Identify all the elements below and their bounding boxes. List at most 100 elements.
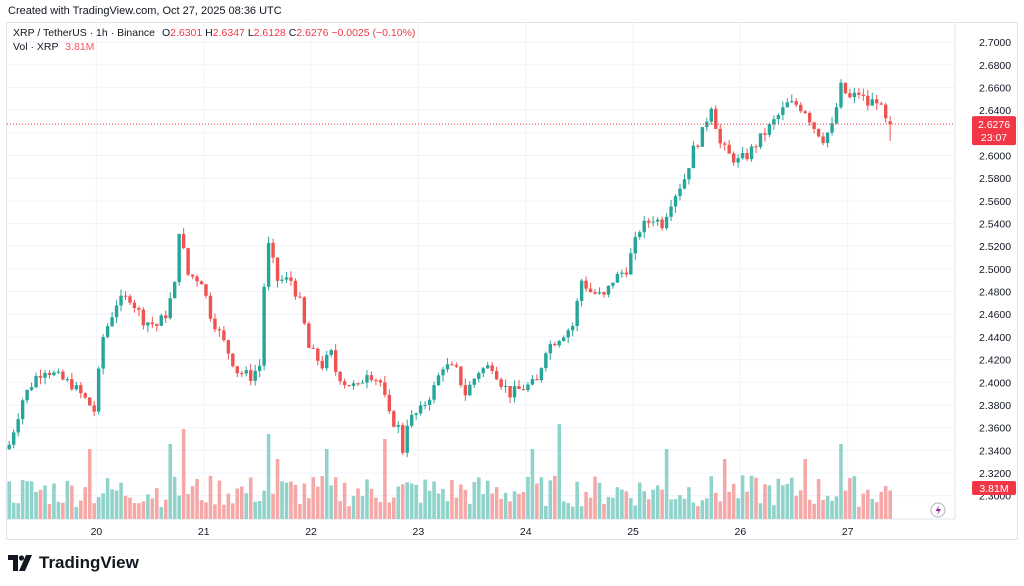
- volume-bar: [566, 503, 570, 519]
- candle-body: [177, 233, 181, 283]
- candle-body: [141, 309, 146, 326]
- candle-body: [396, 425, 400, 427]
- candle-body: [508, 385, 512, 398]
- volume-bar: [132, 503, 137, 519]
- candle-body: [740, 152, 745, 159]
- volume-bar: [772, 505, 776, 519]
- volume-bar: [722, 459, 727, 519]
- candle-body: [785, 102, 790, 108]
- candle-body: [700, 127, 705, 147]
- volume-bar: [535, 483, 539, 519]
- volume-bar: [320, 476, 325, 519]
- volume-bar: [168, 444, 173, 519]
- volume-bar: [718, 501, 723, 519]
- candle-body: [799, 104, 803, 112]
- candle-body: [231, 353, 235, 367]
- volume-bar: [476, 477, 481, 519]
- volume-bar: [803, 459, 807, 519]
- chart-caption: Created with TradingView.com, Oct 27, 20…: [8, 5, 282, 17]
- candle-body: [772, 119, 776, 125]
- candle-body: [88, 397, 92, 406]
- candle-body: [557, 340, 561, 346]
- candle-body: [155, 324, 159, 326]
- candle-body: [114, 305, 119, 318]
- y-tick-label: 2.4600: [979, 309, 1011, 321]
- candle-body: [472, 378, 476, 385]
- legend-close-value: 2.6276: [296, 27, 329, 39]
- volume-bar: [423, 479, 427, 519]
- volume-bar: [172, 476, 177, 519]
- volume-bar: [713, 492, 718, 519]
- volume-bar: [584, 491, 588, 519]
- volume-bar: [235, 488, 240, 519]
- y-tick-label: 2.5000: [979, 264, 1011, 276]
- volume-bar: [758, 503, 763, 519]
- volume-bar: [217, 480, 222, 519]
- volume-bar: [830, 500, 834, 519]
- volume-bar: [239, 486, 244, 519]
- candle-body: [562, 337, 566, 341]
- candle-body: [401, 425, 405, 453]
- candle-body: [271, 242, 275, 258]
- volume-bar: [731, 483, 736, 519]
- candle-body: [195, 276, 199, 282]
- volume-bar: [226, 493, 231, 519]
- candle-body: [298, 296, 302, 298]
- candle-body: [642, 220, 646, 233]
- lightning-icon[interactable]: [930, 502, 946, 518]
- candle-body: [347, 385, 351, 387]
- candle-body: [803, 111, 807, 114]
- symbol-legend: XRP / TetherUS · 1h · Binance O2.6301 H2…: [13, 27, 415, 39]
- volume-bar: [481, 494, 486, 519]
- candle-body: [204, 284, 208, 296]
- candle-body: [539, 368, 544, 381]
- volume-bar: [857, 506, 861, 519]
- volume-bar: [673, 499, 678, 519]
- candle-body: [302, 297, 307, 324]
- volume-bar: [821, 499, 825, 519]
- volume-bar: [606, 496, 611, 519]
- candle-body: [548, 344, 553, 354]
- candle-body: [517, 386, 521, 390]
- volume-badge-bg: [972, 481, 1016, 495]
- volume-bar: [114, 490, 119, 519]
- volume-bar: [789, 477, 794, 519]
- chart-frame: [6, 22, 1018, 540]
- tradingview-logo[interactable]: TradingView: [8, 553, 139, 573]
- candle-body: [709, 108, 713, 122]
- candle-body: [512, 386, 517, 398]
- volume-bar: [861, 493, 866, 519]
- volume-bar: [503, 492, 508, 519]
- volume-bar: [883, 486, 888, 519]
- candle-body: [262, 286, 266, 366]
- volume-bar: [307, 498, 311, 519]
- lightning-icon-bolt: [935, 505, 941, 516]
- volume-bar: [736, 498, 740, 519]
- volume-bar: [7, 481, 12, 519]
- candle-body: [316, 348, 320, 361]
- candle-body: [749, 146, 754, 160]
- candle-body: [486, 365, 490, 369]
- volume-bar: [798, 490, 803, 519]
- candle-body: [110, 317, 114, 327]
- volume-bar: [47, 503, 52, 519]
- volume-bar: [387, 502, 392, 519]
- volume-bar: [526, 476, 530, 519]
- volume-bar: [870, 499, 875, 519]
- y-tick-label: 2.5400: [979, 219, 1011, 231]
- volume-bar: [378, 502, 383, 519]
- volume-bar: [338, 501, 342, 519]
- volume-bar: [155, 488, 159, 519]
- candle-body: [293, 280, 298, 297]
- candle-body: [172, 282, 177, 299]
- volume-bar: [552, 475, 557, 519]
- candle-body: [34, 375, 38, 388]
- candle-body: [356, 383, 360, 385]
- candle-body: [387, 394, 392, 412]
- candle-body: [427, 399, 432, 405]
- volume-bar: [65, 480, 70, 519]
- volume-bar: [812, 503, 816, 519]
- volume-bar: [74, 506, 79, 519]
